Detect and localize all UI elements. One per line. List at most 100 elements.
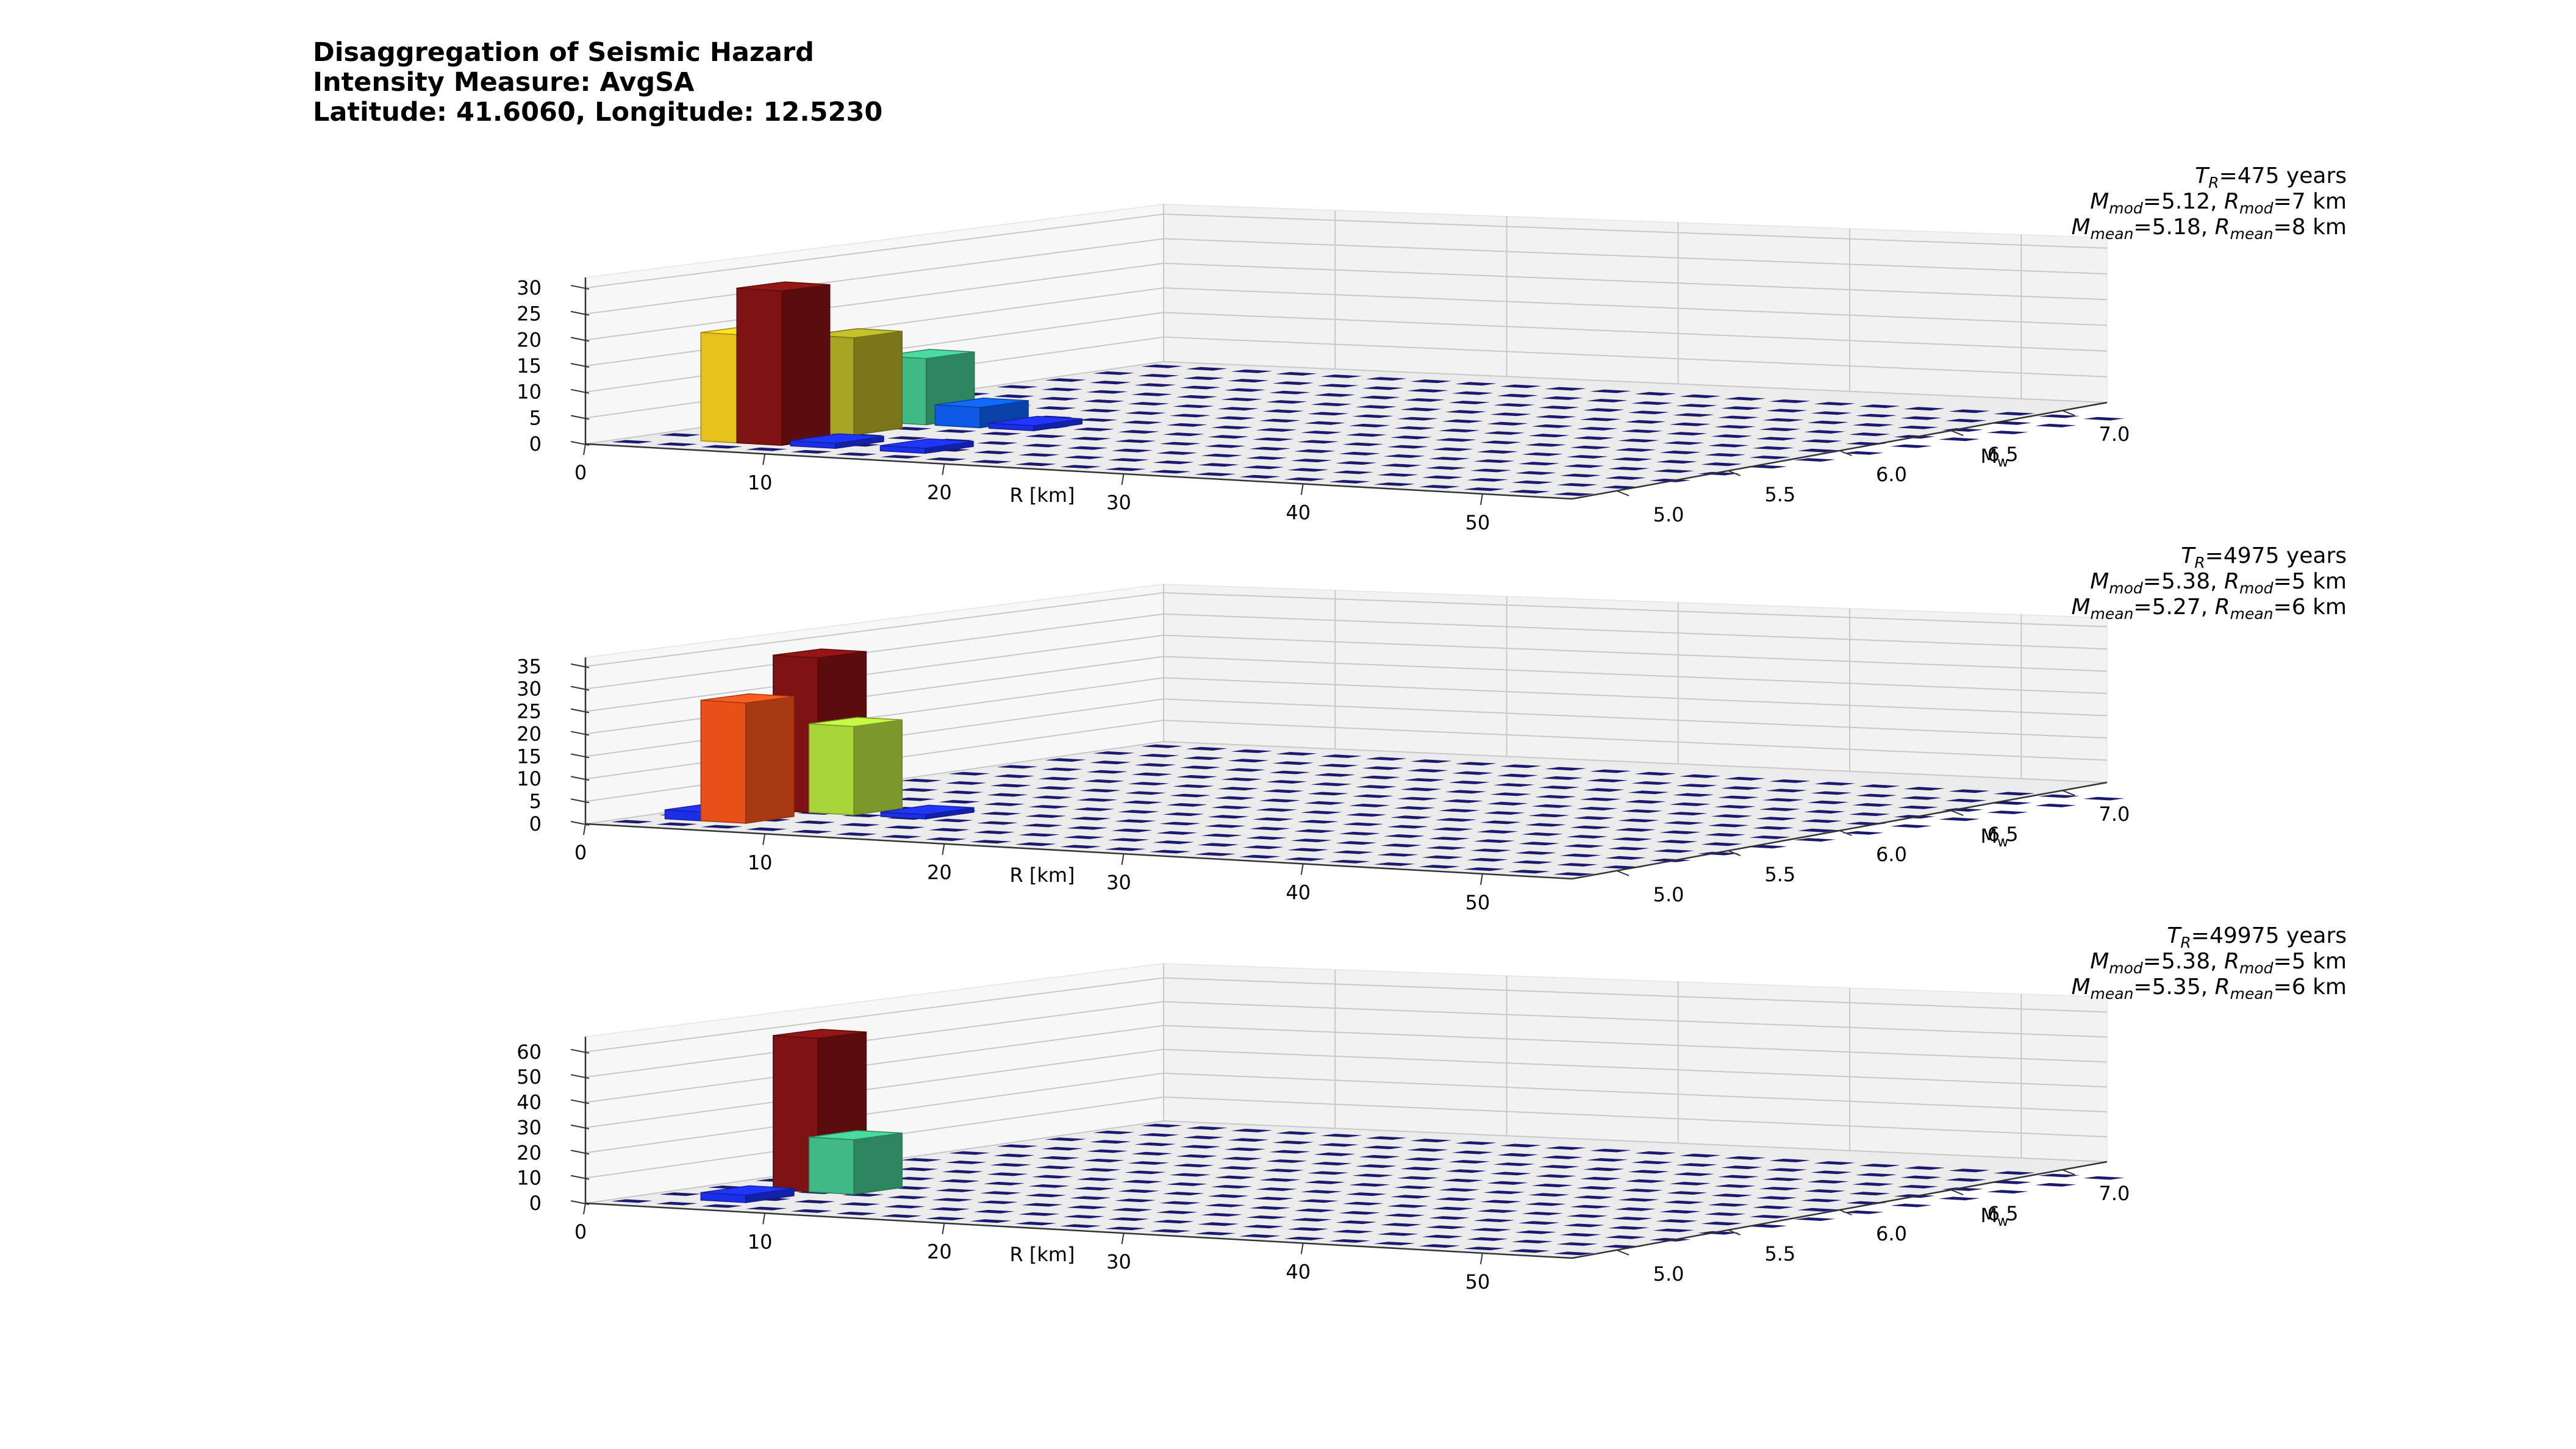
floor-bin [1373, 1242, 1415, 1245]
floor-bin [1848, 812, 1891, 817]
floor-bin [1525, 1202, 1567, 1206]
floor-bin [1442, 419, 1484, 423]
floor-bin [1153, 460, 1195, 465]
floor-bin [1086, 770, 1128, 774]
floor-bin [1018, 1212, 1060, 1216]
floor-bin [1407, 388, 1448, 393]
floor-bin [1938, 437, 1980, 442]
bar-top-face [989, 415, 1082, 426]
z-tick-label: 0 [529, 1192, 542, 1215]
z-tick-label: 50 [517, 1065, 542, 1089]
floor-bin [2034, 423, 2077, 428]
z-tick [570, 1074, 590, 1079]
floor-bin [1400, 407, 1442, 412]
floor-bin [1245, 1215, 1287, 1219]
floor-bin [1608, 467, 1650, 471]
grid-line-z [1163, 213, 2108, 249]
floor-bin [1528, 814, 1570, 818]
floor-bin [1362, 386, 1404, 390]
floor-bin [1704, 453, 1746, 457]
x-tick [583, 823, 586, 835]
floor-bin [1284, 1236, 1326, 1240]
floor-bin [1173, 1164, 1214, 1167]
bar-3-3 [700, 1185, 795, 1203]
floor-bin [1814, 1161, 1856, 1165]
floor-bin [1249, 826, 1291, 831]
floor-bin [1137, 374, 1179, 377]
floor-bin [1445, 1169, 1487, 1173]
z-tick [570, 1150, 590, 1155]
floor-bin [1018, 833, 1060, 837]
floor-bin [1083, 399, 1125, 403]
floor-bin [1438, 1188, 1480, 1192]
floor-bin [1348, 1182, 1390, 1187]
x-tick-label: 50 [1465, 511, 1490, 534]
return-period-label: TR=49975 years [2167, 923, 2347, 951]
floor-bin [1332, 470, 1374, 474]
floor-bin [1387, 825, 1429, 829]
floor-bin [1342, 442, 1384, 446]
floor-bin [1407, 768, 1448, 773]
grid-line-z [1163, 698, 2108, 739]
x-tick-label: 50 [1465, 1270, 1490, 1293]
floor-bin [1724, 1156, 1766, 1160]
floor-bin [1611, 837, 1653, 841]
floor-bin [1242, 845, 1284, 850]
floor-bin [839, 1202, 881, 1206]
floor-bin [970, 1219, 1012, 1223]
floor-bin [1804, 810, 1845, 814]
floor-bin [1228, 1138, 1269, 1142]
floor-bin [925, 1217, 967, 1220]
floor-bin [1897, 426, 1939, 429]
z-tick-label: 0 [529, 432, 542, 456]
floor-bin [1093, 751, 1135, 755]
floor-bin [1676, 784, 1718, 787]
floor-bin [1128, 402, 1170, 406]
floor-bin [1752, 826, 1794, 830]
floor-bin [1708, 823, 1749, 828]
floor-bin [1332, 850, 1374, 854]
floor-bin [1566, 455, 1608, 459]
floor-bin [1576, 807, 1618, 810]
z-tick [570, 1099, 590, 1104]
bar-3-2 [808, 1129, 903, 1195]
floor-bin [1104, 1226, 1147, 1231]
floor-bin [1897, 1185, 1939, 1189]
floor-bin [1583, 788, 1625, 792]
floor-bin [1384, 454, 1425, 458]
floor-bin [1714, 805, 1756, 809]
floor-bin [1945, 1178, 1987, 1182]
x-axis-line [585, 823, 1573, 880]
floor-bin [900, 779, 942, 782]
bar-2-2 [808, 717, 903, 816]
floor-bin [1407, 1148, 1448, 1152]
floor-bin [1445, 410, 1487, 414]
floor-bin [1559, 1233, 1601, 1237]
floor-bin [1525, 823, 1567, 827]
floor-bin [1945, 798, 1987, 803]
floor-bin [1486, 1181, 1528, 1185]
floor-bin [1284, 477, 1326, 481]
figure-title: Disaggregation of Seismic Hazard Intensi… [313, 38, 882, 127]
return-period-label: TR=475 years [2195, 163, 2347, 191]
x-tick [762, 454, 766, 465]
floor-bin [1114, 1198, 1156, 1203]
grid-line-z [1163, 1048, 2108, 1088]
floor-bin [1766, 789, 1808, 793]
floor-bin [1669, 422, 1711, 426]
floor-bin [1041, 767, 1083, 771]
floor-bin [1855, 413, 1897, 418]
z-tick-label: 60 [517, 1040, 542, 1064]
floor-bin [1708, 1203, 1749, 1207]
floor-bin [1470, 1228, 1512, 1232]
bar-top-face [701, 693, 794, 704]
floor-bin [932, 818, 973, 823]
floor-bin [1480, 1200, 1522, 1204]
floor-bin [942, 790, 984, 795]
x-axis-line [585, 1202, 1573, 1259]
floor-bin [1425, 1225, 1467, 1229]
floor-bin [970, 460, 1012, 464]
floor-bin [1045, 1137, 1087, 1142]
grid-line-z-side [585, 1048, 1164, 1128]
